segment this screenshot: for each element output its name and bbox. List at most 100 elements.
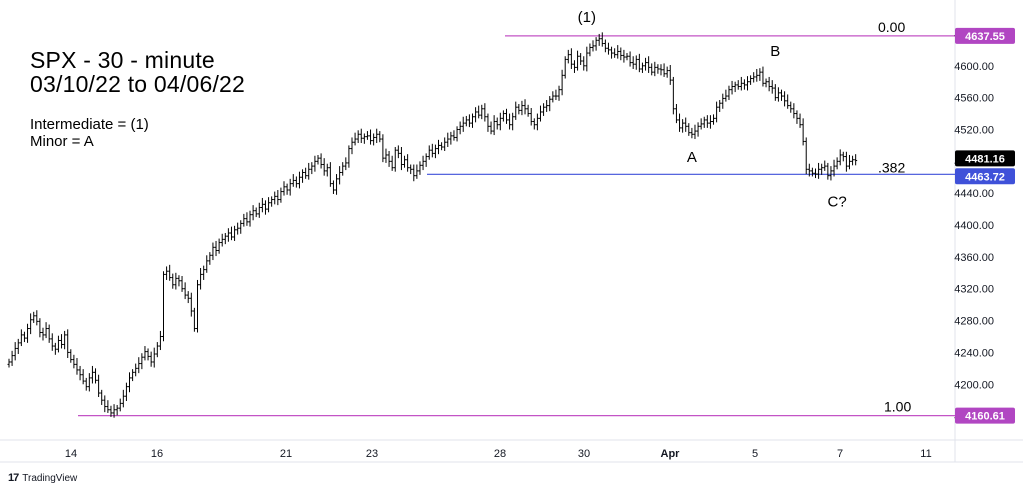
ohlc-bar xyxy=(341,162,345,176)
ohlc-bar xyxy=(359,128,363,144)
price-tag-last: 4481.16 xyxy=(955,150,1015,167)
ohlc-bar xyxy=(440,142,444,151)
ohlc-bar xyxy=(418,161,422,175)
ohlc-bar xyxy=(820,163,824,175)
ohlc-bar xyxy=(319,153,323,169)
price-tag-fib: 4637.55 xyxy=(955,27,1015,44)
ohlc-bar xyxy=(390,155,394,171)
tradingview-branding[interactable]: 17 TradingView xyxy=(8,472,77,484)
ohlc-bar xyxy=(727,85,731,101)
ohlc-bar xyxy=(551,91,555,103)
ohlc-bar xyxy=(128,372,132,393)
ohlc-bar xyxy=(10,350,14,366)
ohlc-bar xyxy=(477,105,481,119)
ohlc-bar xyxy=(403,155,407,168)
ohlc-bar xyxy=(715,101,719,123)
ohlc-bar xyxy=(50,333,54,351)
ohlc-bar xyxy=(471,113,474,128)
y-tick-label: 4440.00 xyxy=(954,188,994,200)
ohlc-bar xyxy=(239,220,243,234)
price-tag-support: 4463.72 xyxy=(955,168,1015,185)
ohlc-bar xyxy=(433,144,437,159)
ohlc-bar xyxy=(591,40,595,52)
ohlc-bar xyxy=(186,291,190,304)
ohlc-bar xyxy=(542,103,546,116)
ohlc-bar xyxy=(690,127,694,139)
ohlc-bar xyxy=(798,113,802,128)
ohlc-bar xyxy=(548,96,552,112)
ohlc-bar xyxy=(492,115,496,136)
ohlc-bar xyxy=(263,200,267,215)
ohlc-bar xyxy=(387,150,391,167)
x-tick-label: 7 xyxy=(837,448,843,460)
ohlc-bar xyxy=(229,226,233,241)
ohlc-bar xyxy=(270,196,274,207)
ohlc-bar xyxy=(183,282,187,300)
ohlc-bar xyxy=(22,331,26,343)
ohlc-bar xyxy=(338,166,342,185)
ohlc-bar xyxy=(801,118,805,146)
ohlc-bar xyxy=(29,313,33,335)
wave-label: B xyxy=(770,43,780,60)
plot-background[interactable] xyxy=(8,22,955,440)
ohlc-bar xyxy=(613,48,617,58)
svg-text:4481.16: 4481.16 xyxy=(965,153,1005,165)
ohlc-bar xyxy=(545,100,549,112)
ohlc-bar xyxy=(375,128,379,144)
x-tick-label: 16 xyxy=(151,448,163,460)
ohlc-bar xyxy=(267,197,271,213)
ohlc-bar xyxy=(75,357,79,375)
ohlc-bar xyxy=(328,162,332,187)
ohlc-bar xyxy=(350,137,354,155)
ohlc-bar xyxy=(538,105,542,122)
ohlc-bar xyxy=(588,43,592,57)
ohlc-bar xyxy=(415,164,419,179)
ohlc-bar xyxy=(273,191,277,205)
ohlc-bar xyxy=(665,66,669,78)
ohlc-bar xyxy=(659,64,663,76)
ohlc-bar xyxy=(316,154,320,165)
ohlc-bar xyxy=(674,104,678,124)
ohlc-bar xyxy=(776,87,780,102)
time-axis[interactable]: 14 16 21 23 28 30 Apr 5 7 11 xyxy=(65,448,932,460)
ohlc-bar xyxy=(644,57,648,71)
price-axis[interactable]: 4640.004600.004560.004520.004480.004440.… xyxy=(954,29,994,423)
x-tick-label: 30 xyxy=(578,448,590,460)
ohlc-bar xyxy=(365,131,369,140)
ohlc-bar xyxy=(594,37,598,51)
ohlc-bar xyxy=(514,101,518,120)
ohlc-bar xyxy=(678,113,682,132)
ohlc-bar xyxy=(773,84,777,101)
ohlc-bar xyxy=(90,365,94,384)
ohlc-bar xyxy=(208,252,212,265)
ohlc-bar xyxy=(554,89,558,101)
ohlc-bar xyxy=(118,398,122,412)
ohlc-bar xyxy=(288,178,292,196)
ohlc-bar xyxy=(705,115,709,128)
ohlc-bar xyxy=(650,63,654,76)
ohlc-bar xyxy=(171,273,175,289)
ohlc-bar xyxy=(282,181,286,196)
ohlc-bar xyxy=(78,365,82,381)
ohlc-bar xyxy=(526,104,530,117)
svg-text:4160.61: 4160.61 xyxy=(965,411,1005,423)
ohlc-bar xyxy=(81,369,85,385)
wave-legend: Intermediate = (1) Minor = A xyxy=(30,116,149,150)
ohlc-bar xyxy=(758,68,762,81)
ohlc-bar xyxy=(7,358,11,368)
ohlc-bar xyxy=(412,164,416,182)
ohlc-bar xyxy=(813,168,817,179)
ohlc-bar xyxy=(637,53,641,73)
ohlc-bar xyxy=(696,122,700,137)
ohlc-bar xyxy=(832,159,836,177)
plot-area[interactable] xyxy=(0,0,1023,463)
ohlc-bar xyxy=(140,353,144,370)
ohlc-bar xyxy=(205,255,209,273)
ohlc-bar xyxy=(560,69,564,96)
x-tick-label: 28 xyxy=(494,448,506,460)
ohlc-bar xyxy=(378,131,382,143)
wave-labels: (1) A B C? xyxy=(578,9,847,211)
ohlc-bar xyxy=(251,205,255,221)
ohlc-bar xyxy=(143,346,147,361)
wave-label: A xyxy=(687,149,697,166)
